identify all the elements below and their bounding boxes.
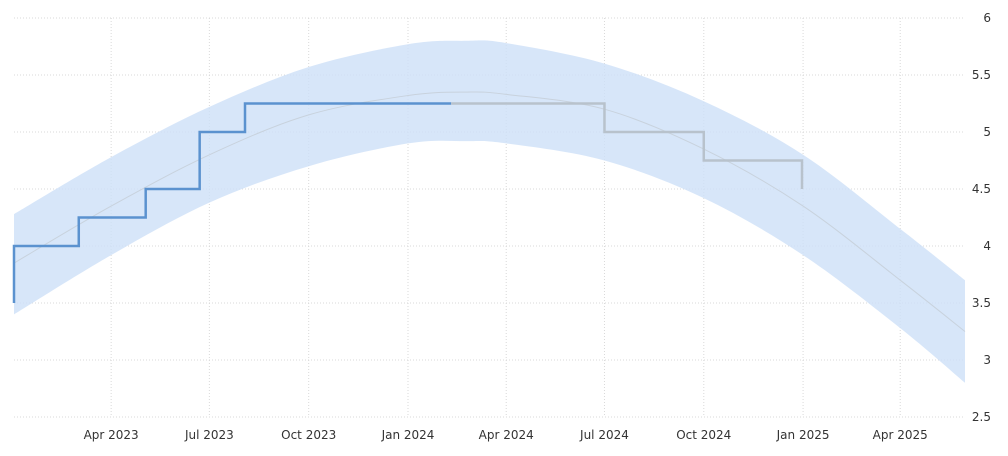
x-tick-label: Apr 2024 [479, 428, 534, 442]
y-tick-label: 4 [983, 239, 991, 253]
trend-curve [13, 91, 966, 332]
y-tick-label: 6 [983, 11, 991, 25]
y-tick-label: 4.5 [972, 182, 991, 196]
series-lines [12, 102, 804, 303]
y-tick-label: 2.5 [972, 410, 991, 424]
y-tick-label: 3.5 [972, 296, 991, 310]
forecast-band-area [14, 40, 965, 383]
x-tick-label: Apr 2023 [84, 428, 139, 442]
x-tick-label: Apr 2025 [873, 428, 928, 442]
x-tick-label: Oct 2023 [281, 428, 336, 442]
x-tick-label: Jul 2023 [184, 428, 234, 442]
y-tick-label: 5.5 [972, 68, 991, 82]
x-tick-label: Oct 2024 [676, 428, 731, 442]
actual-rate-line [12, 102, 452, 303]
forecast-rate-line [451, 102, 804, 189]
y-axis-ticks: 2.5 3 3.5 4 4.5 5 5.5 6 [972, 11, 991, 424]
trend-line [13, 91, 966, 332]
y-tick-label: 5 [983, 125, 991, 139]
x-tick-label: Jan 2025 [776, 428, 830, 442]
y-tick-label: 3 [983, 353, 991, 367]
x-axis-ticks: Apr 2023 Jul 2023 Oct 2023 Jan 2024 Apr 2024… [84, 428, 928, 442]
x-tick-label: Jan 2024 [381, 428, 435, 442]
forecast-band [14, 40, 965, 383]
x-tick-label: Jul 2024 [579, 428, 629, 442]
